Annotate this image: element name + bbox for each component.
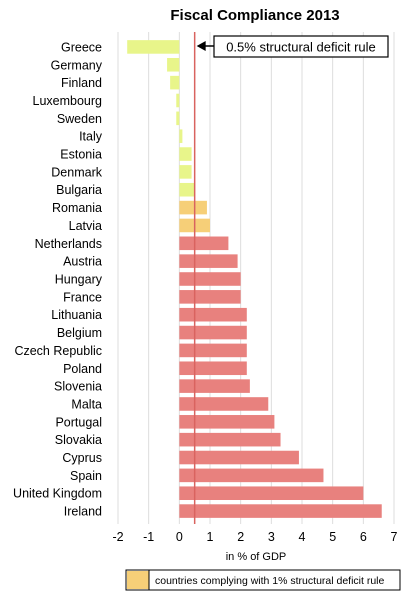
category-label: Slovakia bbox=[55, 433, 102, 447]
category-label: Czech Republic bbox=[14, 344, 102, 358]
bar bbox=[179, 468, 324, 483]
reference-line-group: 0.5% structural deficit rule bbox=[193, 32, 389, 524]
category-label: Slovenia bbox=[54, 380, 102, 394]
category-label: Belgium bbox=[57, 326, 102, 340]
category-label: Ireland bbox=[64, 505, 102, 519]
bar bbox=[179, 147, 192, 161]
bar bbox=[179, 379, 250, 393]
bar bbox=[179, 272, 241, 286]
annotation-arrow-head bbox=[196, 41, 206, 51]
category-label: Lithuania bbox=[51, 308, 102, 322]
category-label: Denmark bbox=[51, 165, 102, 179]
annotation-label: 0.5% structural deficit rule bbox=[226, 40, 376, 55]
x-tick-label: -1 bbox=[143, 530, 154, 544]
category-label: Sweden bbox=[57, 112, 102, 126]
bar bbox=[176, 111, 180, 126]
category-label: Poland bbox=[63, 362, 102, 376]
bar bbox=[176, 93, 180, 108]
bar bbox=[179, 415, 275, 429]
bar bbox=[179, 361, 247, 376]
legend: countries complying with 1% structural d… bbox=[125, 569, 401, 591]
x-tick-label: 3 bbox=[268, 530, 275, 544]
x-tick-label: -2 bbox=[112, 530, 123, 544]
bar bbox=[179, 432, 281, 447]
bar bbox=[179, 165, 192, 179]
x-tick-label: 6 bbox=[360, 530, 367, 544]
category-label: Luxembourg bbox=[33, 94, 103, 108]
bar bbox=[179, 254, 238, 268]
x-tick-label: 1 bbox=[207, 530, 214, 544]
x-tick-label: 4 bbox=[299, 530, 306, 544]
category-label: Romania bbox=[52, 201, 102, 215]
bar bbox=[179, 325, 247, 340]
bar bbox=[127, 40, 180, 54]
category-label: Cyprus bbox=[62, 451, 102, 465]
category-label: Greece bbox=[61, 40, 102, 54]
category-label: Estonia bbox=[60, 148, 102, 162]
category-label: Portugal bbox=[55, 415, 102, 429]
category-label: Austria bbox=[63, 255, 102, 269]
category-label: Malta bbox=[71, 397, 102, 411]
category-label: Germany bbox=[51, 58, 103, 72]
legend-swatch bbox=[127, 571, 149, 589]
bar bbox=[179, 200, 207, 215]
category-label: Spain bbox=[70, 469, 102, 483]
chart-title: Fiscal Compliance 2013 bbox=[170, 7, 339, 24]
bar bbox=[179, 397, 269, 411]
bar bbox=[179, 486, 364, 501]
bar bbox=[170, 75, 180, 90]
category-label: Bulgaria bbox=[56, 183, 102, 197]
bar bbox=[167, 57, 180, 72]
category-label: United Kingdom bbox=[13, 487, 102, 501]
bar bbox=[179, 450, 299, 465]
bar bbox=[179, 307, 247, 322]
x-tick-label: 0 bbox=[176, 530, 183, 544]
bar bbox=[179, 343, 247, 358]
x-axis-label: in % of GDP bbox=[226, 551, 287, 563]
category-label: Netherlands bbox=[35, 237, 102, 251]
bar bbox=[179, 504, 382, 518]
bar bbox=[179, 290, 241, 304]
legend-label: countries complying with 1% structural d… bbox=[155, 575, 385, 587]
x-tick-label: 7 bbox=[391, 530, 398, 544]
grid-lines bbox=[117, 32, 395, 524]
legend-box bbox=[125, 569, 401, 591]
category-label: Latvia bbox=[69, 219, 102, 233]
bar bbox=[179, 182, 195, 197]
category-labels: Greece Germany Finland Luxembourg Sweden Ital… bbox=[13, 40, 103, 518]
x-tick-label: 5 bbox=[329, 530, 336, 544]
category-label: Hungary bbox=[55, 273, 103, 287]
category-label: Finland bbox=[61, 76, 102, 90]
x-tick-labels: -2 -1 0 1 2 3 4 5 6 7 bbox=[112, 530, 397, 544]
annotation-box bbox=[213, 35, 389, 58]
x-tick-label: 2 bbox=[237, 530, 244, 544]
bar bbox=[179, 236, 229, 251]
category-label: France bbox=[63, 290, 102, 304]
category-label: Italy bbox=[79, 130, 103, 144]
bar bbox=[179, 129, 183, 143]
bars bbox=[127, 40, 382, 518]
